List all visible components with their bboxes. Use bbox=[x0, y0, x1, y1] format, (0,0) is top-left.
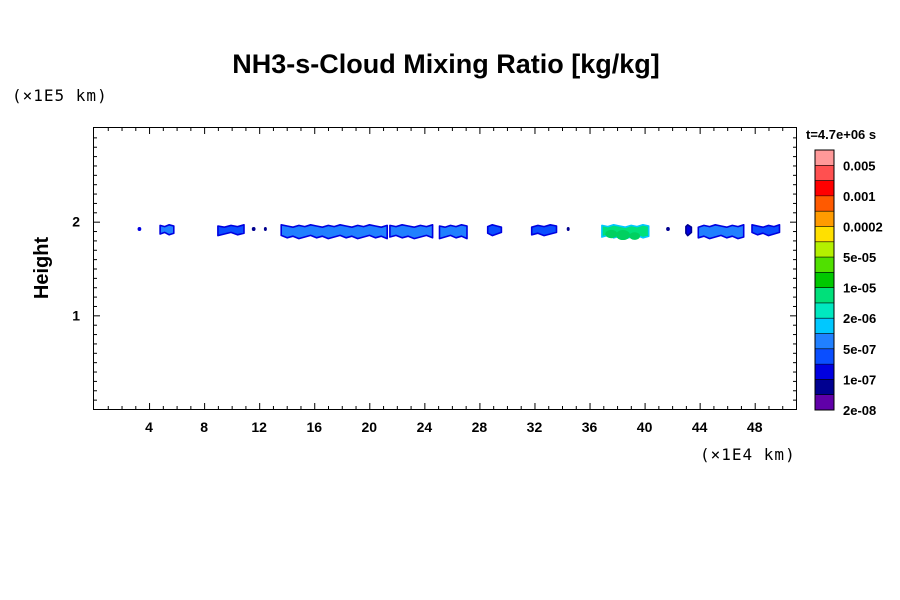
colorbar-swatch bbox=[815, 150, 834, 166]
x-tick-label: 40 bbox=[637, 419, 653, 435]
cloud-patch bbox=[566, 227, 570, 232]
colorbar-label: 2e-06 bbox=[843, 311, 876, 326]
cloud-body bbox=[389, 224, 434, 240]
cloud-speck bbox=[263, 227, 267, 232]
cloud-speck bbox=[566, 227, 570, 232]
x-tick-label: 32 bbox=[527, 419, 543, 435]
x-axis: 4 8 12 16 20 24 28 32 36 40 44 48 bbox=[107, 128, 784, 435]
colorbar-frame bbox=[814, 149, 835, 411]
cloud-core bbox=[615, 230, 630, 241]
cloud-patch bbox=[389, 224, 434, 240]
colorbar-swatch bbox=[815, 195, 834, 212]
colorbar-label: 0.001 bbox=[843, 189, 876, 204]
colorbar-swatch bbox=[815, 302, 834, 319]
colorbar-swatch bbox=[815, 165, 834, 181]
colorbar-swatch bbox=[815, 272, 834, 288]
colorbar-swatch bbox=[815, 211, 834, 227]
y-axis: 12 bbox=[72, 137, 796, 401]
cloud-patch bbox=[251, 227, 256, 232]
x-tick-label: 8 bbox=[200, 419, 208, 435]
colorbar-swatch bbox=[815, 180, 834, 197]
x-axis-unit: (×1E4 km) bbox=[700, 445, 796, 464]
cloud-patch bbox=[438, 224, 468, 240]
cloud-patch bbox=[685, 224, 693, 237]
y-axis-unit: (×1E5 km) bbox=[12, 86, 108, 105]
cloud-body bbox=[159, 224, 175, 236]
cloud-patches bbox=[137, 224, 781, 241]
y-tick-label: 1 bbox=[72, 307, 80, 323]
colorbar-label: 1e-05 bbox=[843, 281, 876, 296]
cloud-patch bbox=[280, 224, 388, 240]
cloud-patch bbox=[601, 224, 650, 241]
cloud-speck bbox=[137, 227, 142, 232]
cloud-body bbox=[486, 224, 503, 237]
colorbar-swatch bbox=[815, 226, 834, 243]
time-label: t=4.7e+06 s bbox=[806, 127, 876, 142]
colorbar-swatch bbox=[815, 348, 834, 365]
chart-title: NH3-s-Cloud Mixing Ratio [kg/kg] bbox=[232, 49, 660, 79]
cloud-body bbox=[438, 224, 468, 240]
y-tick-label: 2 bbox=[72, 214, 80, 230]
x-tick-label: 16 bbox=[306, 419, 322, 435]
colorbar-label: 1e-07 bbox=[843, 372, 876, 387]
colorbar-swatch bbox=[815, 333, 834, 350]
colorbar-swatch bbox=[815, 318, 834, 334]
colorbar-swatch bbox=[815, 394, 834, 411]
y-axis-label: Height bbox=[31, 237, 53, 300]
x-tick-label: 12 bbox=[251, 419, 267, 435]
cloud-patch bbox=[666, 227, 670, 232]
cloud-patch bbox=[137, 227, 142, 232]
x-tick-label: 20 bbox=[362, 419, 378, 435]
colorbar-label: 5e-05 bbox=[843, 250, 876, 265]
cloud-body bbox=[530, 224, 558, 237]
plot-frame bbox=[93, 127, 797, 410]
cloud-body bbox=[280, 224, 388, 240]
cloud-patch bbox=[159, 224, 175, 236]
cloud-body bbox=[697, 224, 745, 240]
colorbar-swatch bbox=[815, 287, 834, 304]
x-tick-label: 4 bbox=[145, 419, 153, 435]
x-tick-label: 44 bbox=[692, 419, 708, 435]
cloud-core bbox=[629, 232, 641, 240]
cloud-body bbox=[751, 224, 781, 237]
cloud-patch bbox=[263, 227, 267, 232]
cloud-patch bbox=[530, 224, 558, 237]
colorbar-label: 0.0002 bbox=[843, 219, 883, 234]
cloud-patch bbox=[217, 224, 245, 237]
x-tick-label: 48 bbox=[747, 419, 763, 435]
cloud-core bbox=[605, 229, 618, 239]
cloud-patch bbox=[751, 224, 781, 237]
colorbar-swatch bbox=[815, 257, 834, 273]
cloud-body bbox=[685, 224, 693, 237]
colorbar-swatch bbox=[815, 241, 834, 258]
colorbar-label: 0.005 bbox=[843, 158, 876, 173]
colorbar: 0.005 0.001 0.0002 5e-05 1e-05 2e-06 5e-07 1e-0… bbox=[814, 149, 883, 418]
colorbar-label: 5e-07 bbox=[843, 342, 876, 357]
cloud-patch bbox=[697, 224, 745, 240]
x-tick-label: 24 bbox=[417, 419, 433, 435]
cloud-speck bbox=[251, 227, 256, 232]
colorbar-swatch bbox=[815, 364, 834, 380]
colorbar-label: 2e-08 bbox=[843, 403, 876, 418]
colorbar-swatch bbox=[815, 379, 834, 396]
x-tick-label: 28 bbox=[472, 419, 488, 435]
x-tick-label: 36 bbox=[582, 419, 598, 435]
cloud-patch bbox=[486, 224, 503, 237]
cloud-body bbox=[217, 224, 245, 237]
cloud-speck bbox=[666, 227, 670, 232]
